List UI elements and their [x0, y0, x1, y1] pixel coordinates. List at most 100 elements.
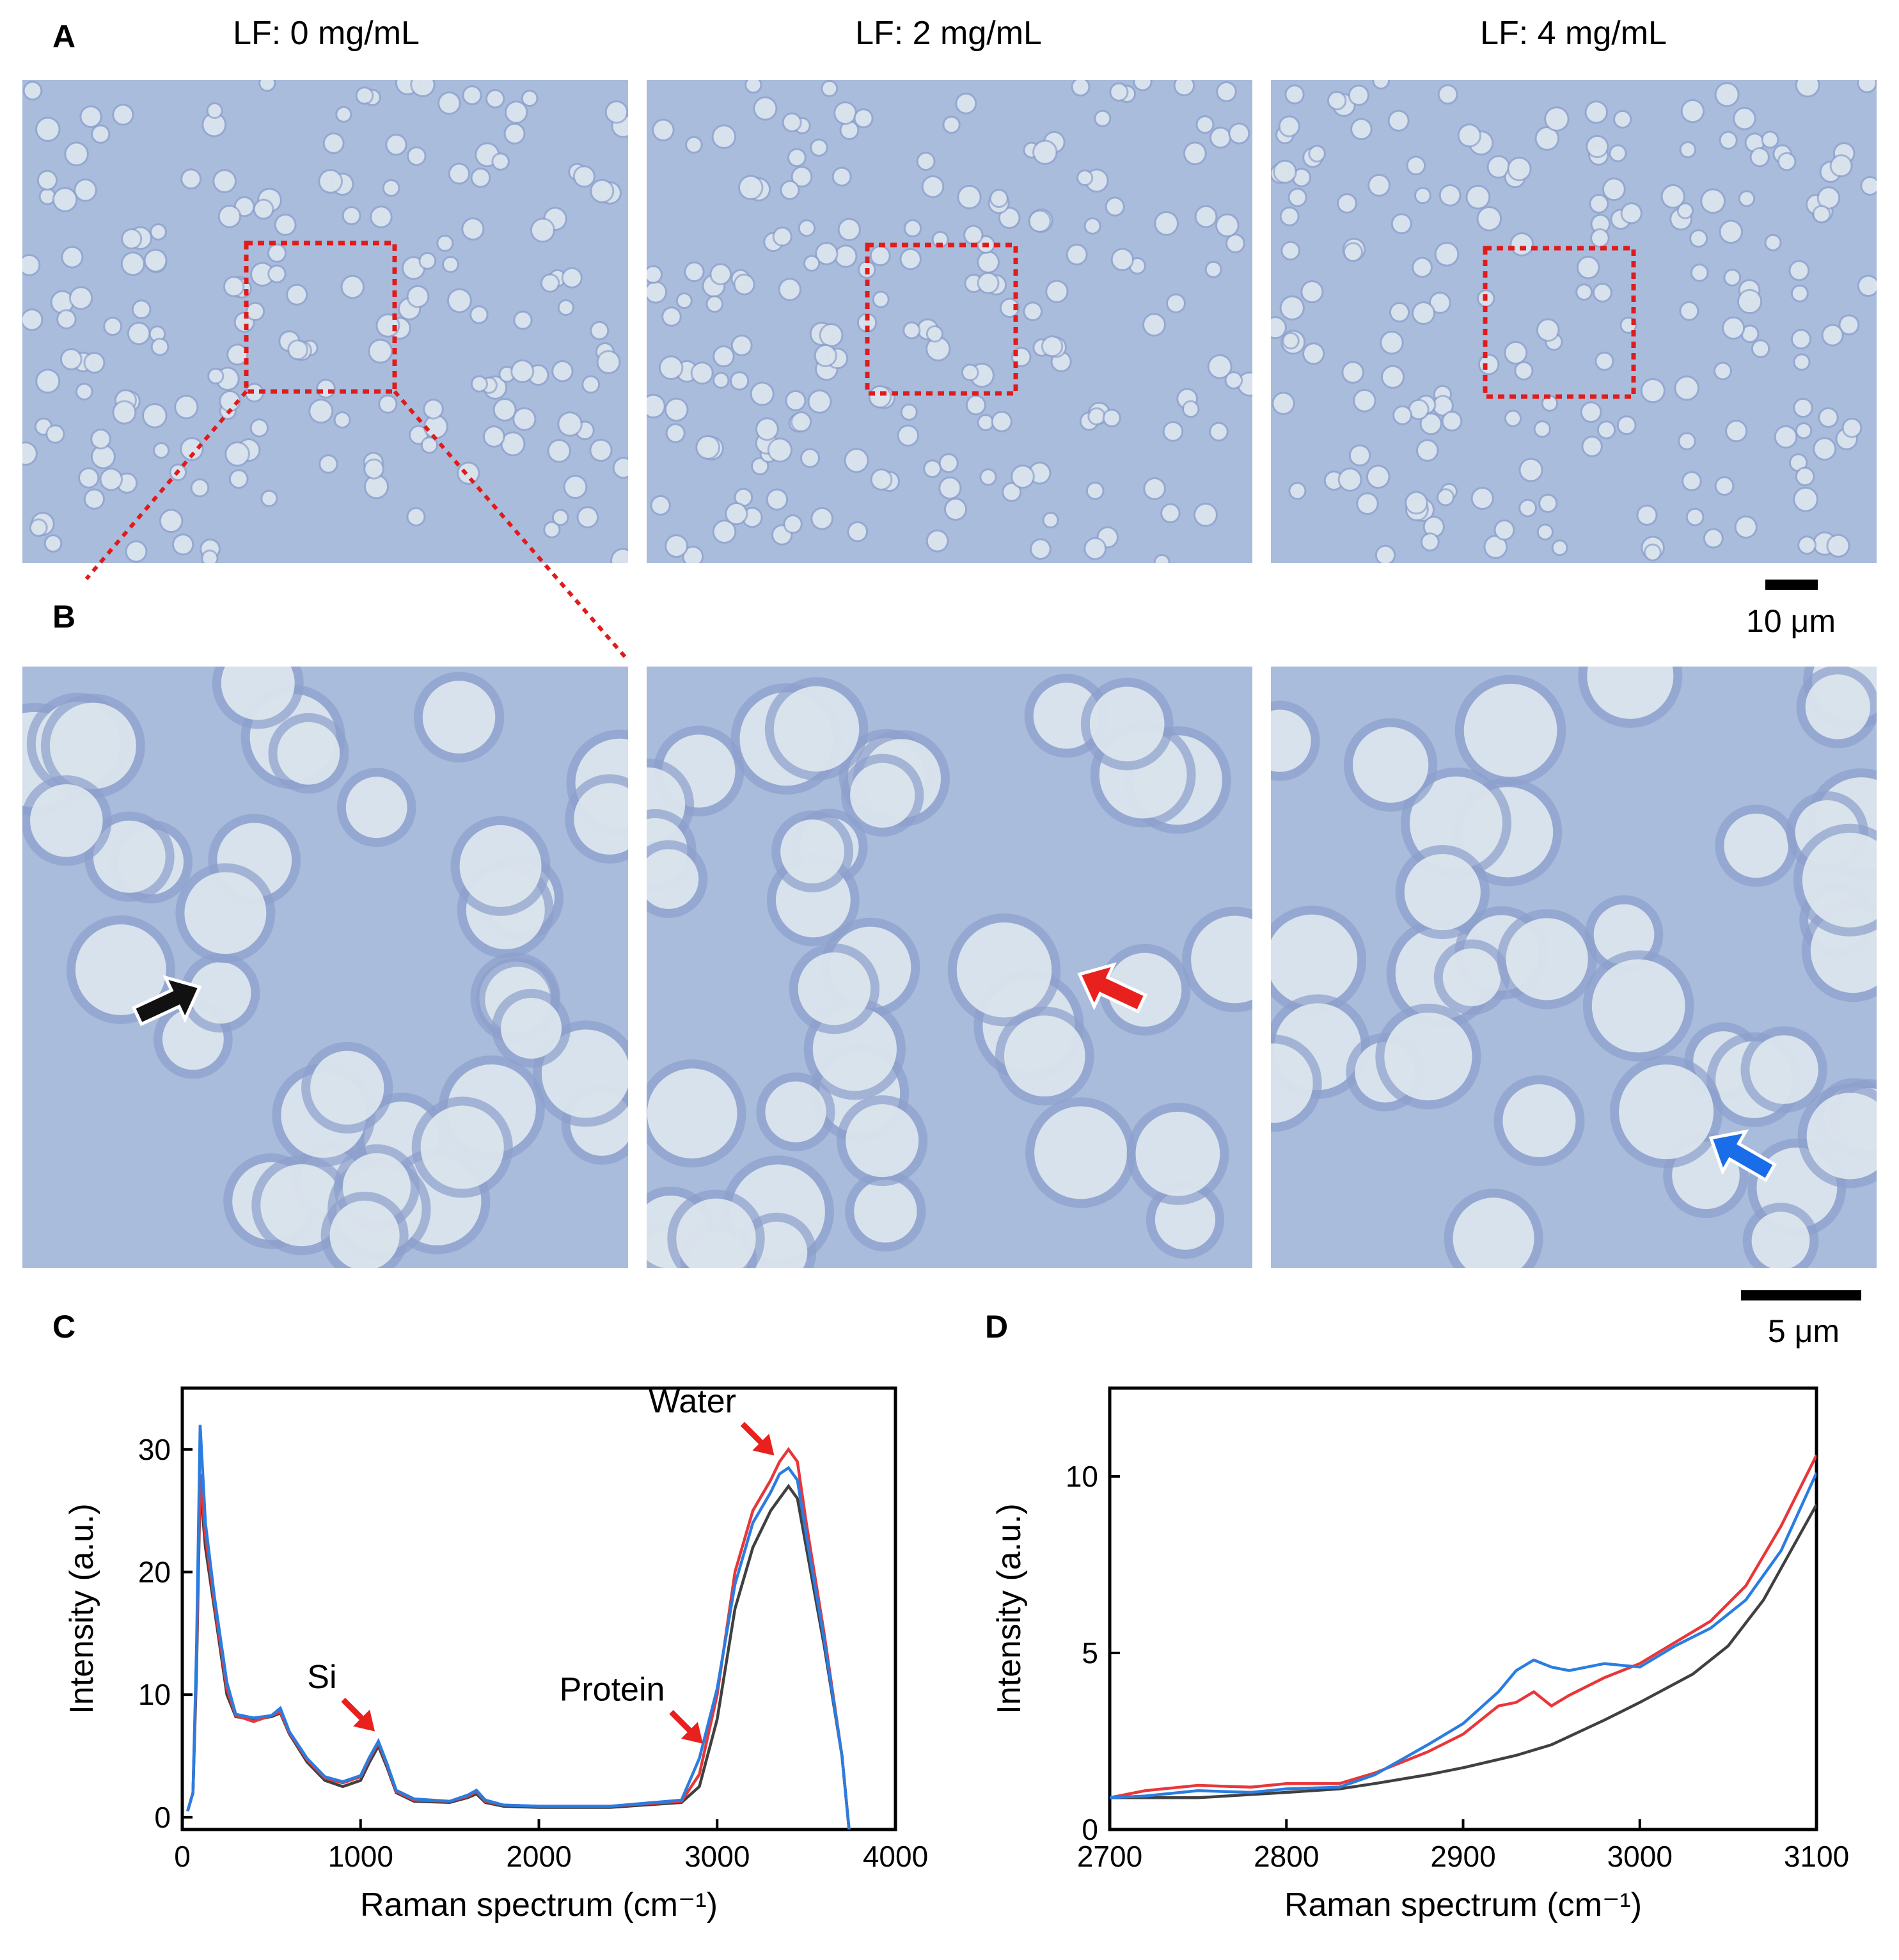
cell — [219, 206, 240, 226]
cell — [1509, 158, 1530, 180]
cell — [871, 247, 889, 265]
cell — [1434, 397, 1452, 415]
cell — [1217, 215, 1238, 236]
cell — [1535, 422, 1549, 436]
cell — [80, 469, 98, 487]
cell — [143, 405, 166, 427]
cell — [515, 312, 531, 328]
cell — [502, 433, 524, 455]
cell — [836, 246, 856, 266]
series-line-blue — [186, 1425, 851, 1830]
cell — [1227, 235, 1243, 251]
cell — [1271, 914, 1358, 1006]
cell — [1736, 517, 1756, 537]
cell — [1792, 331, 1810, 348]
cell — [1108, 952, 1182, 1027]
cell — [1183, 402, 1198, 416]
cell — [789, 150, 805, 166]
cell — [1325, 472, 1343, 489]
cell — [792, 168, 811, 186]
cell — [1538, 320, 1558, 340]
cell — [505, 124, 524, 143]
cell — [612, 549, 628, 563]
cell — [1577, 285, 1591, 299]
cell — [812, 509, 832, 528]
cell — [448, 290, 470, 312]
cell — [1749, 1035, 1818, 1104]
x-tick-label: 3000 — [684, 1840, 750, 1873]
cell — [714, 521, 735, 542]
panel-label-b: B — [52, 599, 76, 635]
y-tick-label: 10 — [138, 1678, 171, 1711]
cell — [226, 443, 248, 465]
cell — [1843, 419, 1861, 436]
cell — [979, 252, 998, 272]
cell — [22, 255, 39, 274]
cell — [1068, 245, 1086, 264]
cell — [833, 168, 850, 185]
cell — [176, 397, 197, 418]
cell — [846, 1104, 919, 1178]
y-axis-label: Intensity (a.u.) — [991, 1503, 1028, 1714]
cell — [1421, 414, 1440, 434]
cell — [849, 523, 867, 541]
cell — [713, 126, 735, 148]
cell — [1030, 211, 1050, 231]
cell — [93, 126, 109, 142]
cell — [981, 470, 995, 484]
cell — [666, 399, 687, 420]
cell — [979, 273, 998, 292]
cell — [905, 221, 920, 236]
scale-bar-top — [1765, 580, 1818, 590]
cell — [1085, 219, 1099, 233]
cell — [1859, 276, 1877, 296]
x-tick-label: 3100 — [1784, 1840, 1849, 1873]
cell — [1004, 484, 1020, 500]
cell — [697, 436, 719, 458]
cell — [1727, 422, 1746, 441]
cell — [736, 489, 752, 505]
cell — [545, 523, 559, 537]
cell — [464, 87, 480, 104]
cell — [979, 415, 993, 429]
cell — [1723, 318, 1744, 338]
cell — [500, 997, 562, 1059]
cell — [506, 102, 526, 122]
cell — [1350, 446, 1369, 465]
cell — [1553, 541, 1566, 555]
cell — [841, 122, 858, 138]
cell — [122, 253, 143, 274]
cell — [1367, 466, 1389, 487]
cell — [61, 350, 81, 368]
cell — [114, 106, 132, 124]
cell — [38, 171, 56, 189]
cell — [739, 177, 762, 198]
cell — [129, 323, 149, 344]
x-axis-label: Raman spectrum (cm⁻¹) — [360, 1886, 718, 1924]
cell — [805, 257, 819, 270]
cell — [1191, 915, 1252, 1004]
cell — [1047, 281, 1067, 301]
plot-frame — [1108, 1386, 1818, 1831]
cell — [1588, 136, 1607, 157]
cell — [1422, 534, 1438, 550]
cell — [752, 383, 773, 404]
cell — [1676, 377, 1698, 399]
cell — [1211, 128, 1230, 147]
cell — [1520, 500, 1535, 516]
cell — [1591, 959, 1685, 1053]
cell — [30, 784, 103, 857]
cell — [1797, 424, 1811, 438]
cell — [365, 460, 382, 478]
cell — [1442, 948, 1501, 1006]
black-arrow-icon — [131, 975, 202, 1027]
cell — [459, 463, 478, 483]
cell — [335, 413, 349, 427]
cell — [342, 276, 363, 297]
cell — [425, 416, 446, 438]
cell — [484, 427, 503, 446]
cell — [959, 186, 980, 208]
cell — [945, 499, 966, 519]
column-title-4mg: LF: 4 mg/mL — [1480, 15, 1667, 52]
cell — [1721, 221, 1742, 242]
